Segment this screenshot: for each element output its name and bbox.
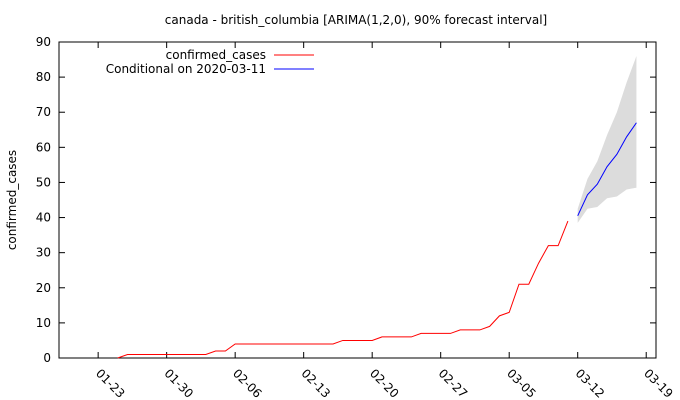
forecast-interval-layer — [577, 56, 637, 223]
y-tick-label: 50 — [36, 175, 51, 189]
plot-frame — [58, 41, 657, 359]
y-tick-label: 0 — [43, 351, 51, 365]
legend-label-conditional: Conditional on 2020-03-11 — [106, 62, 266, 76]
x-axis: 01-23 01-30 02-06 02-13 02-20 02-27 03-05 03-12… — [93, 42, 676, 400]
y-tick-label: 20 — [36, 281, 51, 295]
y-axis-label: confirmed_cases — [5, 150, 19, 250]
legend-label-confirmed-cases: confirmed_cases — [166, 48, 266, 62]
y-tick-label: 40 — [36, 211, 51, 225]
series-confirmed-cases-line — [117, 220, 569, 359]
y-tick-label: 30 — [36, 246, 51, 260]
x-tick-label: 01-30 — [162, 366, 197, 400]
x-tick-label: 03-19 — [641, 366, 676, 400]
x-tick-label: 02-20 — [367, 366, 402, 400]
x-tick-label: 01-23 — [93, 366, 128, 400]
y-tick-label: 90 — [36, 35, 51, 49]
y-tick-label: 60 — [36, 140, 51, 154]
legend: confirmed_cases Conditional on 2020-03-1… — [106, 48, 314, 76]
forecast-interval-band — [577, 56, 637, 223]
y-axis: 0 10 20 30 40 50 60 70 80 90 — [36, 35, 656, 365]
x-tick-label: 02-27 — [436, 366, 471, 400]
x-tick-label: 03-12 — [573, 366, 608, 400]
x-tick-label: 03-05 — [504, 366, 539, 400]
series-conditional-forecast-line — [577, 122, 637, 217]
x-tick-label: 02-06 — [230, 366, 265, 400]
chart-title: canada - british_columbia [ARIMA(1,2,0),… — [165, 13, 547, 27]
series-layer — [117, 122, 637, 359]
x-tick-label: 02-13 — [299, 366, 334, 400]
y-tick-label: 80 — [36, 70, 51, 84]
y-tick-label: 10 — [36, 316, 51, 330]
y-tick-label: 70 — [36, 105, 51, 119]
